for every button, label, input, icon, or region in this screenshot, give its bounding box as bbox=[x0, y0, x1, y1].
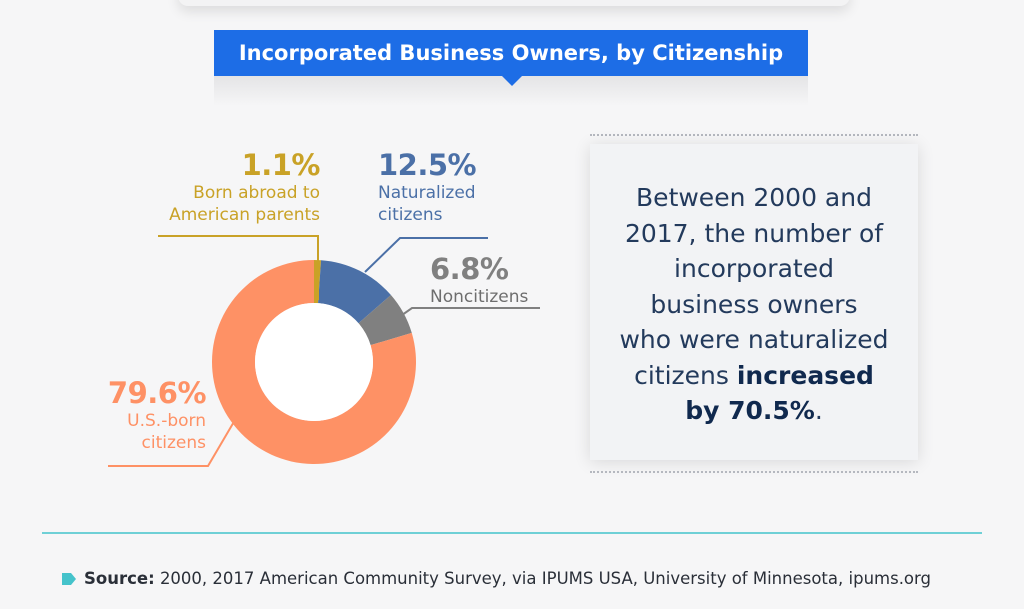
label-born-abroad: 1.1% Born abroad to American parents bbox=[160, 148, 320, 226]
leader-line-born-abroad bbox=[158, 235, 319, 300]
callout-line: by 70.5%. bbox=[590, 393, 918, 429]
chart-title: Incorporated Business Owners, by Citizen… bbox=[214, 30, 808, 76]
callout-bottom-divider bbox=[590, 471, 918, 473]
arrow-marker-icon bbox=[62, 572, 76, 585]
callout-line-text: 2017, the number of bbox=[624, 218, 884, 248]
label-us-born: 79.6% U.S.-born citizens bbox=[96, 376, 207, 454]
footer-divider bbox=[42, 532, 982, 534]
callout-top-divider bbox=[590, 134, 918, 136]
callout-line: who were naturalized bbox=[590, 322, 918, 358]
caption-us-born-line1: U.S.-born bbox=[127, 411, 206, 431]
callout-line: business owners bbox=[590, 287, 918, 323]
callout-line-text: Between 2000 and bbox=[636, 183, 872, 212]
top-card-edge bbox=[178, 0, 850, 6]
leader-line-noncitizens bbox=[394, 307, 540, 321]
callout-line: 2017, the number of bbox=[590, 216, 918, 252]
callout-card: Between 2000 and 2017, the number of incor… bbox=[590, 144, 918, 460]
callout-line-text: incorporated bbox=[674, 254, 834, 283]
leader-line-us-born bbox=[108, 419, 236, 467]
label-noncitizens: 6.8% Noncitizens bbox=[430, 252, 550, 308]
slice-us-born bbox=[212, 260, 416, 465]
source-label: Source: bbox=[84, 569, 155, 588]
slice-noncitizens bbox=[358, 295, 412, 346]
slice-naturalized bbox=[318, 260, 391, 324]
leader-line-naturalized bbox=[364, 237, 488, 273]
source-line: Source: 2000, 2017 American Community Su… bbox=[62, 569, 931, 588]
pct-born-abroad: 1.1% bbox=[241, 148, 321, 182]
source-text: 2000, 2017 American Community Survey, vi… bbox=[159, 569, 931, 588]
caption-us-born-line2: citizens bbox=[141, 433, 206, 453]
pct-naturalized: 12.5% bbox=[378, 148, 477, 182]
callout-line: Between 2000 and bbox=[590, 180, 918, 216]
caption-naturalized-line2: citizens bbox=[378, 205, 443, 225]
callout-line: incorporated bbox=[590, 251, 918, 287]
callout-line: citizens increased bbox=[590, 358, 918, 394]
pct-us-born: 79.6% bbox=[107, 376, 207, 410]
callout-highlight: increased bbox=[736, 360, 874, 390]
callout-text: Between 2000 and 2017, the number of incor… bbox=[590, 180, 918, 429]
callout-line-text: business owners bbox=[650, 289, 858, 319]
callout-line-text: who were naturalized bbox=[619, 325, 889, 354]
caption-naturalized-line1: Naturalized bbox=[378, 183, 476, 203]
label-naturalized: 12.5% Naturalized citizens bbox=[378, 148, 518, 226]
callout-line-text: . bbox=[814, 396, 823, 425]
caption-born-abroad-line2: American parents bbox=[169, 205, 320, 225]
pct-noncitizens: 6.8% bbox=[430, 252, 509, 286]
callout-line-text: citizens bbox=[634, 360, 737, 390]
callout-highlight: by 70.5% bbox=[685, 396, 815, 425]
title-notch bbox=[502, 76, 522, 86]
title-banner: Incorporated Business Owners, by Citizen… bbox=[214, 30, 808, 106]
donut-hole bbox=[255, 303, 373, 421]
caption-born-abroad-line1: Born abroad to bbox=[193, 183, 320, 203]
caption-noncitizens: Noncitizens bbox=[430, 287, 529, 307]
